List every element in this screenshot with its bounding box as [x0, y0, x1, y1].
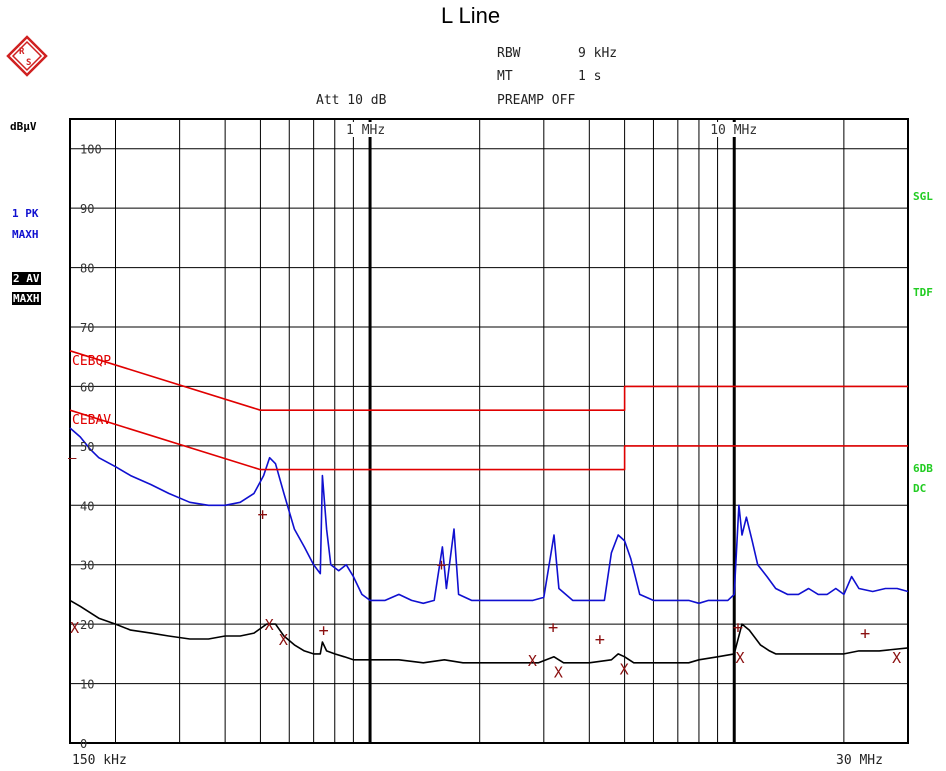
average-marker-x: X — [620, 661, 629, 679]
attenuation-label: Att 10 dB — [316, 93, 387, 108]
y-tick-label: 0 — [80, 737, 87, 751]
mt-value: 1 s — [578, 69, 602, 84]
peak-marker-plus: + — [436, 556, 446, 576]
peak-marker-plus: + — [595, 630, 605, 650]
6db-indicator: 6DB — [913, 462, 933, 475]
y-tick-label: 70 — [80, 321, 94, 335]
y-tick-label: 20 — [80, 618, 94, 632]
peak-marker-plus: + — [548, 618, 558, 638]
limit-label: CEBAV — [72, 413, 111, 428]
y-tick-label: 60 — [80, 380, 94, 394]
trace2-detector: 2 AV — [12, 272, 41, 285]
average-marker-x: X — [279, 631, 288, 649]
limit-line-cebqp — [69, 350, 908, 412]
decade-label-bg — [342, 122, 403, 137]
rbw-label: RBW — [497, 46, 521, 61]
preamp-label: PREAMP OFF — [497, 93, 576, 108]
rbw-value: 9 kHz — [578, 46, 618, 61]
decade-label-bg — [706, 122, 767, 137]
peak-marker-plus: + — [319, 621, 329, 641]
trace1-mode: MAXH — [12, 228, 39, 241]
x-end-label: 30 MHz — [836, 753, 883, 768]
y-tick-label: 100 — [80, 143, 102, 157]
chart-title: L Line — [441, 3, 501, 28]
average-marker-x: X — [892, 649, 901, 667]
decade-label: 10 MHz — [710, 123, 757, 138]
tdf-indicator: TDF — [913, 286, 933, 299]
average-marker-x: X — [554, 664, 563, 682]
y-tick-label: 50 — [80, 440, 94, 454]
x-start-label: 150 kHz — [72, 753, 127, 768]
average-marker-x: X — [265, 616, 274, 634]
average-marker-x: X — [735, 649, 744, 667]
y-tick-label: 80 — [80, 262, 94, 276]
limit-line-cebav — [69, 409, 908, 471]
unit-label: dBµV — [10, 120, 37, 133]
sgl-indicator: SGL — [913, 190, 933, 203]
svg-text:S: S — [26, 58, 31, 68]
average-marker-x: X — [70, 619, 79, 637]
peak-marker-plus: + — [860, 624, 870, 644]
plot-frame — [69, 118, 909, 744]
trace-1-peak — [69, 427, 909, 605]
mt-label: MT — [497, 69, 513, 84]
rohde-schwarz-logo: R S — [6, 35, 48, 77]
dc-indicator: DC — [913, 482, 927, 495]
trace-2-average — [69, 599, 909, 664]
average-marker-x: X — [528, 652, 537, 670]
peak-marker-plus: + — [258, 505, 268, 525]
y-tick-label: 40 — [80, 499, 94, 513]
trace2-mode: MAXH — [12, 292, 41, 305]
y-tick-label: 90 — [80, 202, 94, 216]
limit-label: CEBQP — [72, 354, 111, 369]
edge-marker: — — [68, 451, 77, 467]
svg-text:R: R — [19, 47, 25, 57]
decade-label: 1 MHz — [346, 123, 385, 138]
trace1-detector: 1 PK — [12, 207, 39, 220]
peak-marker-plus: + — [733, 618, 743, 638]
y-tick-label: 30 — [80, 559, 94, 573]
y-tick-label: 10 — [80, 678, 94, 692]
